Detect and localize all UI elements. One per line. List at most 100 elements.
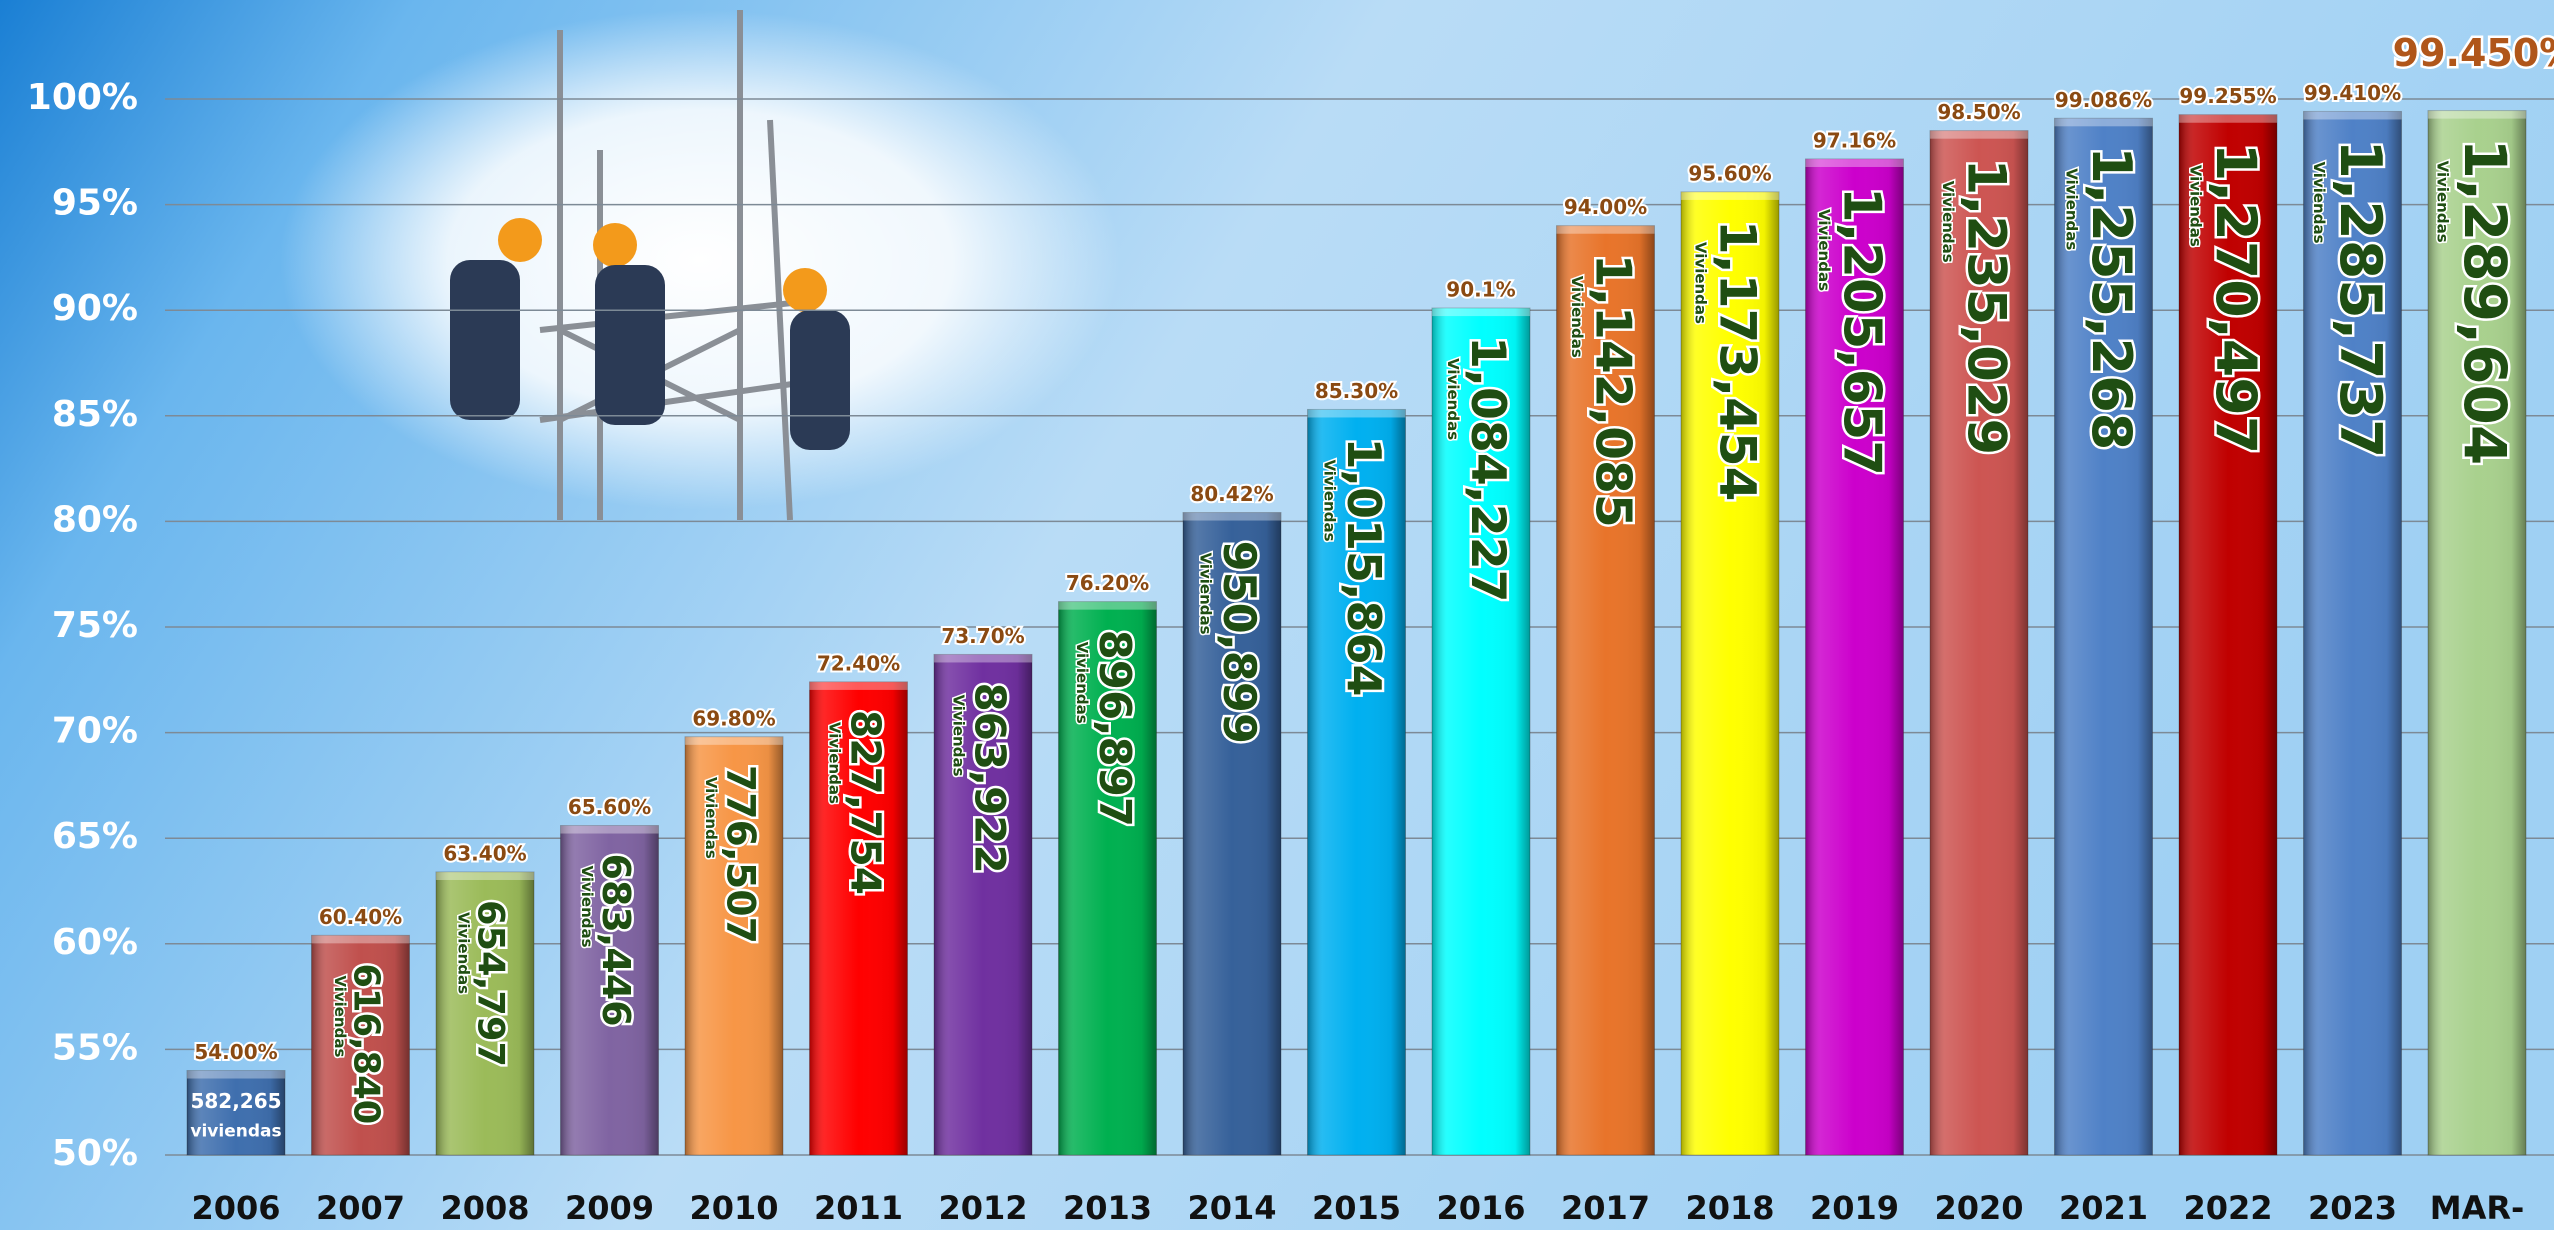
value-label: 95.60%: [1688, 161, 1771, 185]
unit-label: Viviendas: [1815, 209, 1833, 291]
y-tick-label: 75%: [52, 605, 138, 646]
value-label: 99.255%: [2179, 84, 2276, 108]
y-tick-label: 80%: [52, 499, 138, 540]
value-label: 60.40%: [319, 905, 402, 929]
x-tick-label: 2023: [2308, 1189, 2397, 1227]
value-label: 90.1%: [1446, 278, 1515, 302]
household-label: 896,897: [1089, 630, 1139, 827]
bar-cap: [1557, 226, 1655, 234]
y-tick-label: 85%: [52, 394, 138, 435]
x-tick-label: 2011: [814, 1189, 903, 1227]
x-tick-label: 2006: [191, 1189, 280, 1227]
household-label: 863,922: [966, 682, 1015, 873]
household-label: 582,265: [190, 1089, 281, 1113]
value-label: 98.50%: [1937, 100, 2020, 124]
value-label: 99.086%: [2055, 88, 2152, 112]
x-tick-label: 2019: [1810, 1189, 1899, 1227]
y-tick-label: 90%: [52, 288, 138, 329]
bar-cap: [2428, 111, 2526, 119]
unit-label: Viviendas: [702, 777, 720, 859]
household-label: 1,289,604: [2451, 139, 2519, 466]
value-label: 54.00%: [194, 1040, 277, 1064]
unit-label: Viviendas: [2186, 165, 2204, 247]
x-tick-label: 2014: [1187, 1189, 1276, 1227]
bar-cap: [1308, 409, 1406, 417]
bar-cap: [312, 935, 410, 943]
household-label: 1,285,737: [2327, 139, 2393, 458]
y-tick-label: 65%: [52, 816, 138, 857]
x-tick-label: 2008: [440, 1189, 529, 1227]
unit-label: Viviendas: [2434, 161, 2452, 243]
unit-label: Viviendas: [1073, 642, 1091, 724]
x-tick-label: 2010: [689, 1189, 778, 1227]
bar-cap: [2304, 111, 2402, 119]
unit-label: Viviendas: [1320, 459, 1338, 541]
household-label: 1,084,227: [1460, 336, 1515, 602]
bar-cap: [934, 654, 1032, 662]
y-tick-label: 70%: [52, 711, 138, 752]
x-tick-label: 2022: [2183, 1189, 2272, 1227]
bar-cap: [187, 1071, 285, 1079]
bar-cap: [1183, 513, 1281, 521]
unit-label: Viviendas: [1692, 242, 1710, 324]
unit-label: Viviendas: [455, 912, 473, 994]
unit-label: Viviendas: [2063, 168, 2081, 250]
household-label: 654,797: [470, 900, 513, 1067]
unit-label: Viviendas: [1568, 276, 1586, 358]
bar-cap: [2179, 115, 2277, 123]
unit-label: Viviendas: [826, 722, 844, 804]
household-label: 1,015,864: [1337, 437, 1391, 696]
x-tick-label: 2009: [565, 1189, 654, 1227]
bar-cap: [1432, 308, 1530, 316]
x-tick-label: 2020: [1934, 1189, 2023, 1227]
value-label: 69.80%: [692, 706, 775, 730]
value-label: 99.450%: [2393, 31, 2554, 75]
unit-label: Viviendas: [949, 694, 967, 776]
x-tick-label: 2012: [938, 1189, 1027, 1227]
unit-label: Viviendas: [1444, 358, 1462, 440]
unit-label: Viviendas: [1197, 553, 1215, 635]
unit-label: Viviendas: [1939, 181, 1957, 263]
bar-cap: [561, 826, 659, 834]
page: 50%55%60%65%70%75%80%85%90%95%100% 54.00…: [0, 0, 2554, 1230]
household-label: 1,270,497: [2203, 143, 2267, 455]
chart: 50%55%60%65%70%75%80%85%90%95%100% 54.00…: [0, 0, 2554, 1230]
x-tick-label: 2013: [1063, 1189, 1152, 1227]
value-label: 76.20%: [1066, 571, 1149, 595]
x-tick-label: 2021: [2059, 1189, 2148, 1227]
value-label: 72.40%: [817, 651, 900, 675]
y-tick-label: 50%: [52, 1133, 138, 1174]
x-tick-label: 2018: [1685, 1189, 1774, 1227]
x-tick-label: 2017: [1561, 1189, 1650, 1227]
x-tick-label: 2015: [1312, 1189, 1401, 1227]
y-tick-label: 100%: [27, 77, 138, 118]
value-label: 80.42%: [1190, 482, 1273, 506]
value-label: 97.16%: [1813, 128, 1896, 152]
household-label: 950,899: [1213, 541, 1265, 744]
photo-backdrop: [280, 10, 1120, 510]
household-label: 1,142,085: [1585, 254, 1641, 528]
household-label: 776,507: [718, 765, 764, 944]
household-label: 1,173,454: [1709, 220, 1767, 502]
y-tick-label: 95%: [52, 183, 138, 224]
bar-cap: [1806, 159, 1904, 167]
household-label: 683,446: [594, 854, 638, 1027]
bar-cap: [1681, 192, 1779, 200]
household-label: 616,840: [346, 963, 387, 1124]
value-label: 94.00%: [1564, 195, 1647, 219]
y-tick-label: 55%: [52, 1027, 138, 1068]
x-tick-label: 2016: [1436, 1189, 1525, 1227]
unit-label: viviendas: [190, 1121, 281, 1141]
value-label: 63.40%: [443, 841, 526, 865]
bar-cap: [810, 682, 908, 690]
value-label: 85.30%: [1315, 379, 1398, 403]
bar-cap: [2055, 118, 2153, 126]
household-label: 827,754: [842, 710, 890, 895]
unit-label: Viviendas: [2310, 161, 2328, 243]
x-tick-label: 2007: [316, 1189, 405, 1227]
household-label: 1,235,029: [1955, 159, 2016, 455]
bar-cap: [1930, 131, 2028, 139]
x-tick-label: MAR-: [2430, 1189, 2525, 1227]
value-label: 99.410%: [2304, 81, 2401, 105]
household-label: 1,255,268: [2080, 146, 2143, 450]
